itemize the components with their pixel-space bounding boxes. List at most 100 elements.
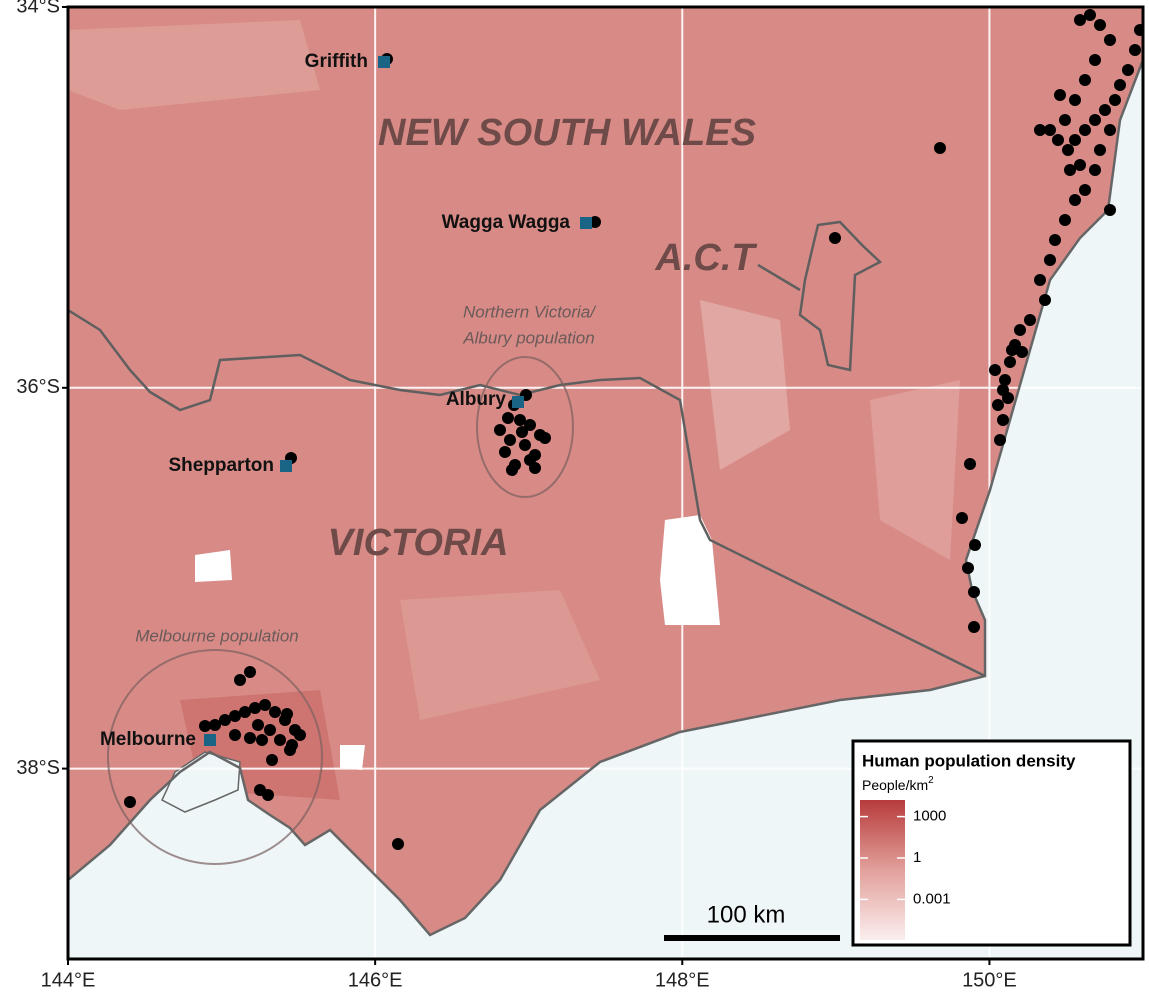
occurrence-point (1069, 134, 1081, 146)
act-border (798, 220, 883, 372)
occurrence-point (1014, 324, 1026, 336)
legend-tick-label: 1000 (913, 808, 946, 825)
occurrence-point (1049, 234, 1061, 246)
legend-tick-label: 0.001 (913, 890, 951, 907)
city-label: Griffith (305, 51, 368, 72)
occurrence-point (956, 512, 968, 524)
occurrence-point (209, 719, 221, 731)
occurrence-point (252, 719, 264, 731)
occurrence-point (529, 462, 541, 474)
occurrence-point (964, 458, 976, 470)
occurrence-point (239, 706, 251, 718)
city-marker (378, 56, 390, 68)
city-marker (580, 217, 592, 229)
occurrence-point (1089, 54, 1101, 66)
occurrence-point (249, 702, 261, 714)
occurrence-point (997, 384, 1009, 396)
city-marker (512, 396, 524, 408)
occurrence-point (1104, 34, 1116, 46)
occurrence-point (1089, 164, 1101, 176)
occurrence-point (281, 708, 293, 720)
occurrence-point (502, 412, 514, 424)
occurrence-point (1074, 14, 1086, 26)
occurrence-point (219, 714, 231, 726)
land-patch (400, 590, 600, 720)
city-markers (204, 56, 592, 746)
legend-unit-text: People/km (862, 777, 928, 793)
occurrence-point (1044, 254, 1056, 266)
occurrence-point (1074, 159, 1086, 171)
sea (68, 60, 1143, 959)
albury-circle (476, 356, 574, 498)
occurrence-point (504, 434, 516, 446)
melbourne-circle (107, 649, 323, 865)
occurrence-point (256, 734, 268, 746)
occurrence-point (1104, 204, 1116, 216)
occurrence-point (1089, 114, 1101, 126)
land-patch (870, 380, 960, 560)
occurrence-point (262, 789, 274, 801)
frame (66, 5, 1145, 961)
y-tick-label: 36°S (16, 376, 60, 398)
occurrence-point (506, 464, 518, 476)
legend-colorbar (860, 800, 905, 940)
occurrence-point (1059, 114, 1071, 126)
occurrence-points (124, 9, 1143, 850)
occurrence-point (229, 710, 241, 722)
land-patch (700, 300, 790, 470)
occurrence-point (1004, 356, 1016, 368)
region-label: A.C.T (654, 237, 757, 279)
occurrence-point (1114, 79, 1126, 91)
city-label: Shepparton (168, 455, 274, 476)
occurrence-point (539, 432, 551, 444)
annotation: Albury population (462, 328, 594, 347)
occurrence-point (1034, 124, 1046, 136)
occurrence-point (1069, 194, 1081, 206)
y-tick-label: 34°S (16, 0, 60, 17)
land-patch (68, 20, 320, 110)
occurrence-point (1094, 144, 1106, 156)
legend-unit-superscript: 2 (928, 775, 934, 786)
occurrence-point (274, 734, 286, 746)
occurrence-point (1122, 64, 1134, 76)
occurrence-point (1109, 94, 1121, 106)
occurrence-point (1054, 89, 1066, 101)
occurrence-point (1099, 104, 1111, 116)
unpopulated-area (340, 745, 365, 770)
occurrence-point (1129, 44, 1141, 56)
occurrence-point (992, 399, 1004, 411)
occurrence-point (968, 621, 980, 633)
occurrence-point (1079, 74, 1091, 86)
x-tick-label: 150°E (962, 969, 1017, 991)
occurrence-point (264, 724, 276, 736)
occurrence-point (994, 434, 1006, 446)
occurrence-point (516, 426, 528, 438)
legend-title: Human population density (862, 751, 1076, 770)
occurrence-point (1034, 274, 1046, 286)
occurrence-point (999, 374, 1011, 386)
occurrence-point (1039, 294, 1051, 306)
occurrence-point (1044, 124, 1056, 136)
occurrence-point (1059, 214, 1071, 226)
occurrence-point (969, 539, 981, 551)
unpopulated-area (660, 515, 720, 625)
occurrence-point (244, 732, 256, 744)
occurrence-point (524, 419, 536, 431)
occurrence-point (519, 439, 531, 451)
city-label: Albury (446, 389, 507, 410)
occurrence-point (1079, 124, 1091, 136)
occurrence-point (124, 796, 136, 808)
occurrence-point (286, 739, 298, 751)
city-label: Melbourne (100, 729, 196, 750)
occurrence-point (259, 699, 271, 711)
occurrence-point (1104, 124, 1116, 136)
legend-unit: People/km2 (862, 775, 934, 793)
occurrence-point (234, 674, 246, 686)
occurrence-point (244, 666, 256, 678)
annotation: Northern Victoria/ (463, 302, 597, 321)
occurrence-point (989, 364, 1001, 376)
occurrence-point (968, 586, 980, 598)
x-tick-label: 146°E (348, 969, 403, 991)
occurrence-point (499, 446, 511, 458)
